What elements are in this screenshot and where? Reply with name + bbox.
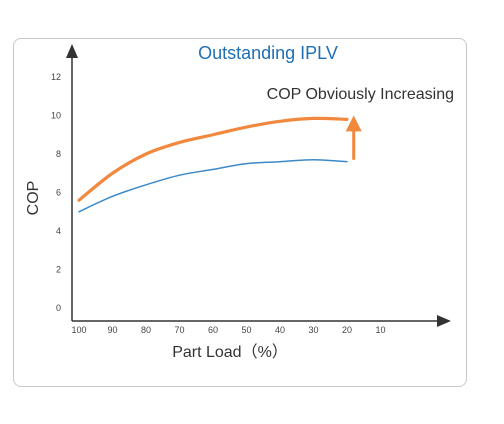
chart-card	[13, 38, 467, 387]
y-tick-label: 4	[56, 226, 61, 236]
x-tick-label: 10	[375, 325, 385, 335]
series-line-low	[78, 159, 348, 213]
x-tick-label: 100	[71, 325, 86, 335]
x-tick-label: 20	[342, 325, 352, 335]
chart-title: Outstanding IPLV	[198, 43, 338, 63]
increase-arrow	[345, 115, 362, 160]
x-tick-label: 70	[174, 325, 184, 335]
y-axis-label: COP	[25, 181, 42, 216]
x-tick-label: 40	[275, 325, 285, 335]
y-tick-label: 10	[51, 111, 61, 121]
y-tick-label: 2	[56, 265, 61, 275]
arrow-head	[345, 115, 362, 132]
x-axis-arrowhead	[437, 315, 451, 327]
y-tick-label: 6	[56, 188, 61, 198]
y-axis-arrowhead	[66, 44, 78, 58]
series-lines	[77, 116, 349, 213]
series-line-high	[77, 116, 349, 202]
x-axis-label: Part Load（%）	[172, 343, 288, 361]
annotation-label: COP Obviously Increasing	[267, 86, 454, 103]
x-tick-label: 50	[241, 325, 251, 335]
y-tick-label: 12	[51, 72, 61, 82]
x-tick-label: 30	[308, 325, 318, 335]
x-tick-label: 60	[208, 325, 218, 335]
y-tick-label: 8	[56, 149, 61, 159]
x-tick-label: 80	[141, 325, 151, 335]
y-tick-label: 0	[56, 303, 61, 313]
x-tick-label: 90	[107, 325, 117, 335]
